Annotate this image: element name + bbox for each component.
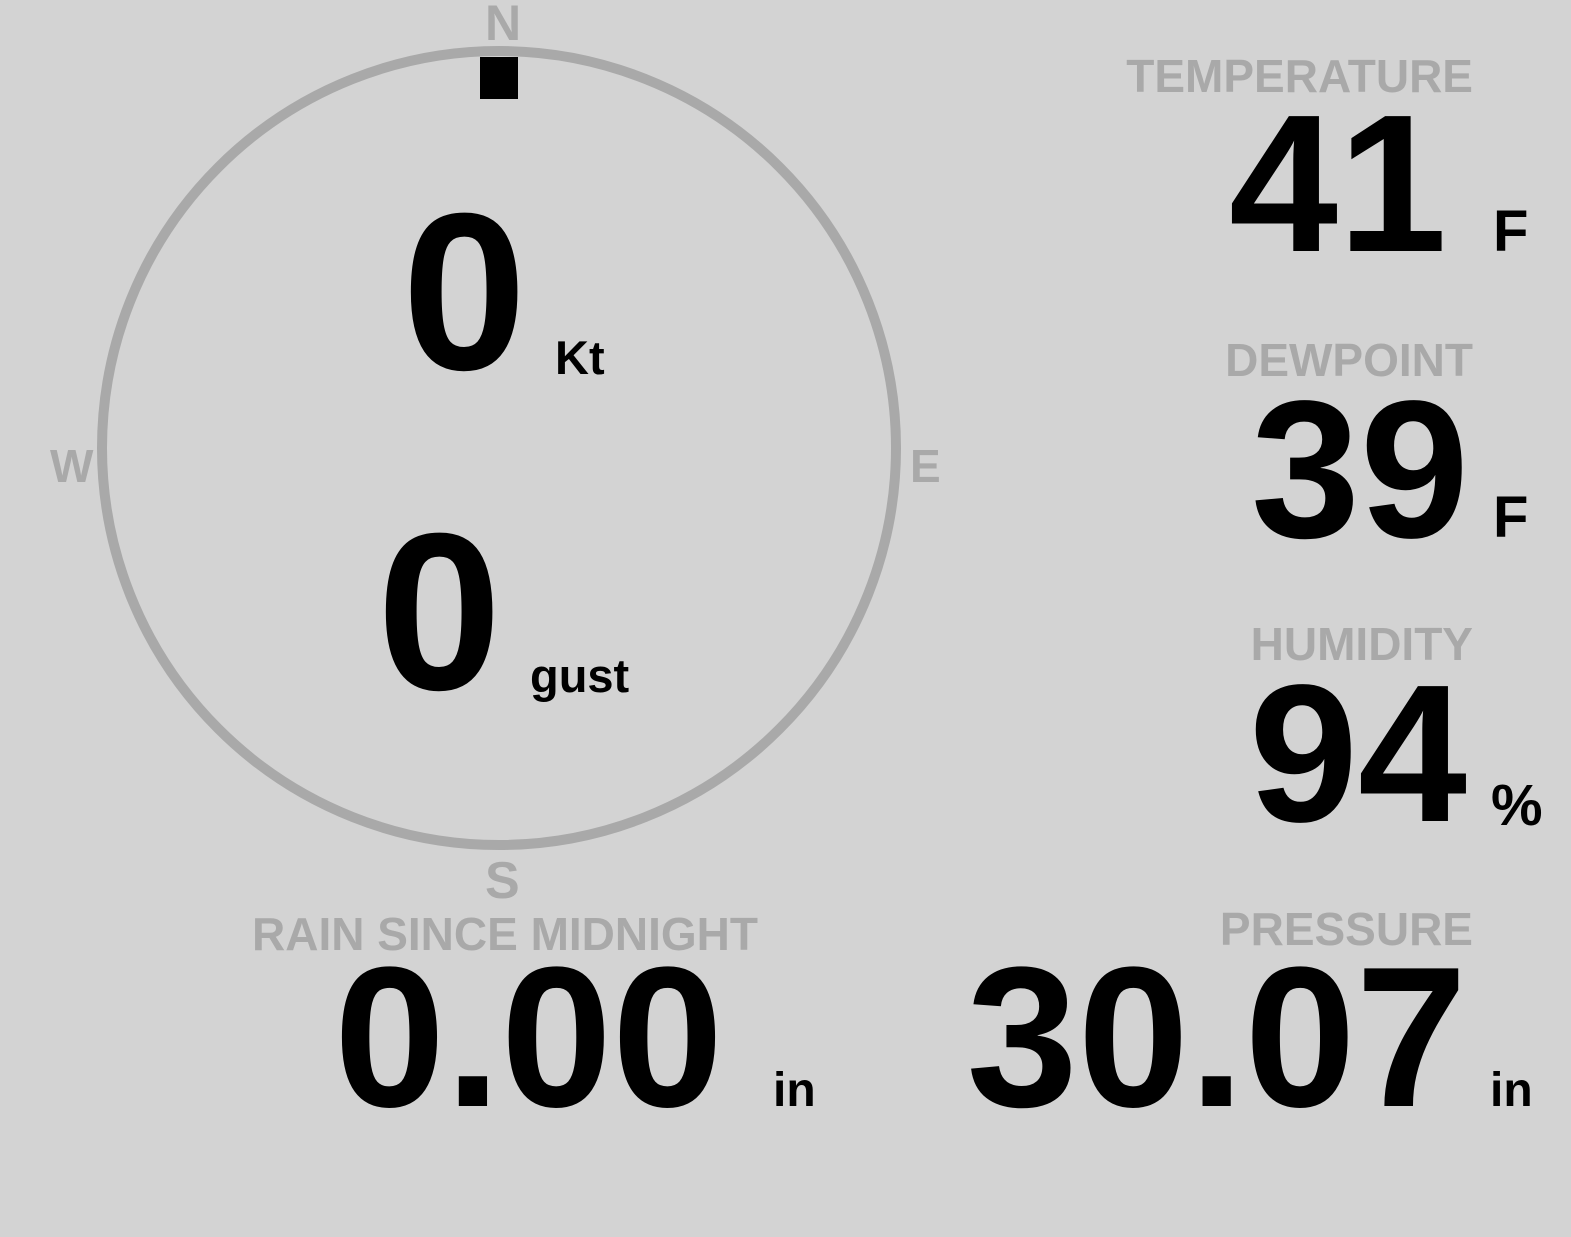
rain-value: 0.00 [334, 926, 724, 1149]
dewpoint-label: DEWPOINT [1225, 334, 1473, 386]
wind-gust-value: 0 [377, 487, 502, 737]
compass-north-label: N [485, 0, 522, 51]
temperature-value: 41 [1228, 74, 1447, 293]
dewpoint-value: 39 [1250, 360, 1469, 579]
pressure-label: PRESSURE [1219, 903, 1473, 955]
compass-west-label: W [50, 440, 94, 492]
pressure-value: 30.07 [966, 926, 1468, 1149]
compass-south-label: S [485, 852, 520, 910]
compass-ring [97, 46, 901, 850]
humidity-value: 94 [1248, 644, 1467, 863]
wind-direction-needle [480, 57, 518, 99]
wind-gust-unit: gust [530, 649, 630, 702]
rain-unit: in [773, 1064, 816, 1117]
dewpoint-unit: F [1493, 485, 1529, 550]
wind-speed-value: 0 [402, 167, 527, 417]
humidity-label: HUMIDITY [1250, 618, 1473, 670]
temperature-label: TEMPERATURE [1126, 50, 1473, 102]
wind-speed-unit: Kt [555, 331, 605, 384]
pressure-unit: in [1490, 1064, 1533, 1117]
temperature-unit: F [1493, 199, 1529, 264]
rain-label: RAIN SINCE MIDNIGHT [252, 908, 758, 960]
compass-east-label: E [910, 440, 941, 492]
humidity-unit: % [1491, 773, 1543, 838]
